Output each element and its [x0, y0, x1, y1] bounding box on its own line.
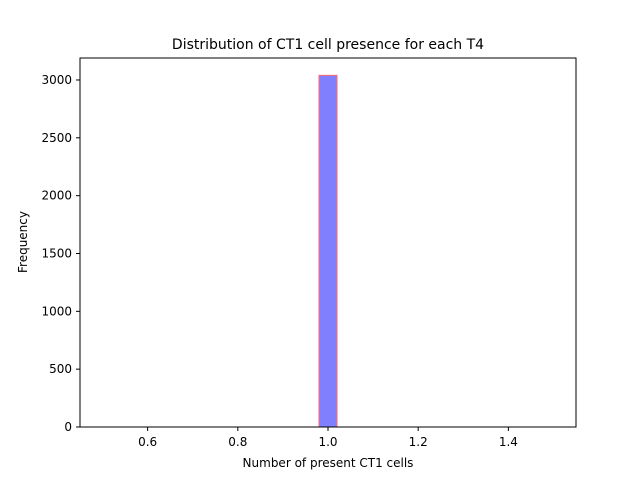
x-tick-label: 1.4 — [499, 435, 518, 449]
x-tick-label: 0.8 — [228, 435, 247, 449]
y-tick-label: 2500 — [41, 131, 72, 145]
plot-frame — [79, 57, 577, 428]
x-axis-ticks: 0.6 0.8 1.0 1.2 1.4 — [138, 427, 518, 449]
y-tick-label: 0 — [64, 420, 72, 434]
bars-group — [318, 74, 338, 428]
x-axis-label: Number of present CT1 cells — [243, 456, 414, 470]
y-tick-label: 1500 — [41, 246, 72, 260]
y-tick-label: 500 — [49, 362, 72, 376]
histogram-bar — [318, 74, 338, 428]
y-axis-ticks: 0 500 1000 1500 2000 2500 3000 — [41, 73, 80, 434]
y-tick-label: 1000 — [41, 304, 72, 318]
x-tick-label: 1.0 — [318, 435, 337, 449]
x-tick-label: 1.2 — [409, 435, 428, 449]
y-tick-label: 2000 — [41, 189, 72, 203]
chart-title: Distribution of CT1 cell presence for ea… — [172, 37, 484, 53]
y-tick-label: 3000 — [41, 73, 72, 87]
y-axis-label: Frequency — [16, 211, 30, 273]
x-tick-label: 0.6 — [138, 435, 157, 449]
